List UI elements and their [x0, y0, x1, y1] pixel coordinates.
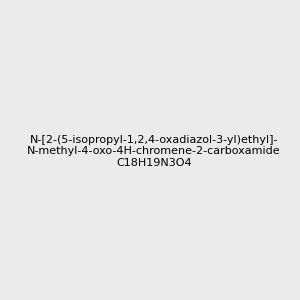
Text: N-[2-(5-isopropyl-1,2,4-oxadiazol-3-yl)ethyl]-
N-methyl-4-oxo-4H-chromene-2-carb: N-[2-(5-isopropyl-1,2,4-oxadiazol-3-yl)e… [27, 135, 280, 168]
